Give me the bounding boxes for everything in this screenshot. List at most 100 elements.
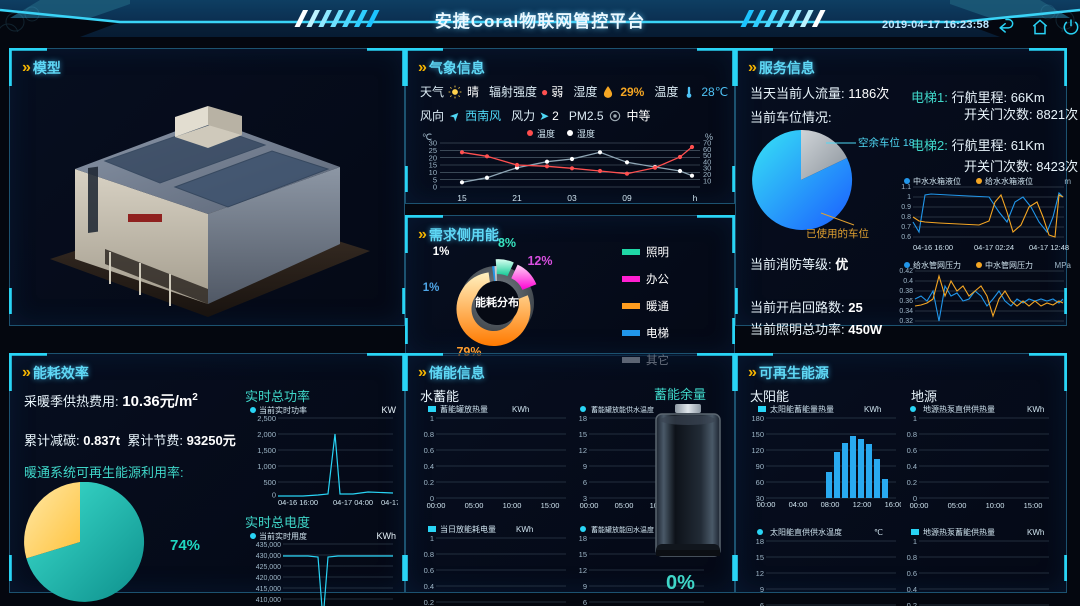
svg-text:0: 0 [433, 183, 437, 192]
svg-text:6: 6 [760, 601, 764, 606]
svg-text:2,000: 2,000 [257, 430, 276, 439]
svg-text:0.6: 0.6 [424, 566, 434, 575]
svg-text:18: 18 [579, 414, 587, 423]
svg-text:15:00: 15:00 [541, 501, 560, 509]
svg-text:0.4: 0.4 [907, 585, 917, 594]
svg-text:给水管网压力: 给水管网压力 [913, 261, 961, 270]
svg-text:150: 150 [751, 430, 764, 439]
svg-text:420,000: 420,000 [256, 575, 281, 582]
svg-text:0.2: 0.2 [424, 598, 434, 606]
svg-text:18: 18 [756, 537, 764, 546]
svg-text:0.42: 0.42 [899, 268, 913, 275]
svg-text:1: 1 [907, 194, 911, 201]
svg-text:425,000: 425,000 [256, 564, 281, 571]
svg-text:0.6: 0.6 [907, 569, 917, 578]
svg-text:04-17 12:48: 04-17 12:48 [1029, 243, 1069, 252]
svg-text:蓄能罐放热量: 蓄能罐放热量 [440, 404, 488, 414]
svg-text:180: 180 [751, 414, 764, 423]
svg-text:15: 15 [579, 430, 587, 439]
svg-text:9: 9 [583, 462, 587, 471]
svg-text:MPa: MPa [1055, 261, 1072, 270]
svg-text:0.32: 0.32 [899, 318, 913, 325]
svg-text:6: 6 [583, 478, 587, 487]
svg-text:1%: 1% [433, 246, 450, 258]
svg-text:04-16 16:00: 04-16 16:00 [278, 498, 318, 507]
svg-text:湿度: 湿度 [577, 129, 595, 139]
svg-text:09: 09 [622, 193, 632, 203]
svg-text:给水水箱液位: 给水水箱液位 [985, 177, 1033, 186]
svg-text:0.2: 0.2 [424, 478, 434, 487]
svg-text:中水水箱液位: 中水水箱液位 [913, 177, 961, 186]
svg-text:KWh: KWh [376, 531, 396, 541]
svg-text:1,000: 1,000 [257, 462, 276, 471]
svg-text:已使用的车位: 已使用的车位 [806, 227, 869, 240]
svg-text:1: 1 [430, 534, 434, 543]
svg-text:温度: 温度 [537, 129, 555, 139]
svg-text:0.8: 0.8 [424, 550, 434, 559]
svg-text:0.4: 0.4 [907, 462, 917, 471]
svg-text:1%: 1% [423, 282, 440, 294]
svg-text:能耗分布: 能耗分布 [475, 295, 519, 309]
svg-text:0.34: 0.34 [899, 308, 913, 315]
svg-text:KWh: KWh [1027, 528, 1044, 537]
svg-text:0.8: 0.8 [907, 430, 917, 439]
svg-text:0.2: 0.2 [907, 478, 917, 487]
svg-text:500: 500 [263, 478, 276, 487]
svg-text:蓄能罐放能供水温度: 蓄能罐放能供水温度 [591, 405, 654, 414]
svg-text:地源热泵蓄能供热量: 地源热泵蓄能供热量 [923, 527, 995, 537]
svg-text:0.2: 0.2 [907, 601, 917, 606]
svg-text:10:00: 10:00 [986, 501, 1005, 509]
svg-text:00:00: 00:00 [580, 501, 599, 509]
svg-text:KWh: KWh [1027, 405, 1044, 414]
svg-text:中水管网压力: 中水管网压力 [985, 261, 1033, 270]
svg-text:2,500: 2,500 [257, 414, 276, 423]
svg-text:0.9: 0.9 [901, 204, 911, 211]
svg-text:9: 9 [583, 582, 587, 591]
svg-text:05:00: 05:00 [948, 501, 967, 509]
svg-text:04-17 04:00: 04-17 04:00 [333, 498, 373, 507]
svg-text:1.1: 1.1 [901, 184, 911, 191]
svg-text:0.8: 0.8 [901, 214, 911, 221]
svg-text:0.6: 0.6 [907, 446, 917, 455]
svg-text:1: 1 [913, 537, 917, 546]
svg-text:430,000: 430,000 [256, 553, 281, 560]
svg-text:410,000: 410,000 [256, 597, 281, 604]
svg-text:10: 10 [703, 176, 711, 185]
svg-text:当日放能耗电量: 当日放能耗电量 [440, 524, 496, 534]
svg-text:15: 15 [579, 550, 587, 559]
svg-text:04-16 16:00: 04-16 16:00 [913, 243, 953, 252]
svg-text:KWh: KWh [512, 405, 529, 414]
svg-text:60: 60 [756, 478, 764, 487]
svg-text:120: 120 [751, 446, 764, 455]
svg-text:0: 0 [272, 491, 276, 500]
svg-text:12: 12 [756, 569, 764, 578]
svg-text:KWh: KWh [516, 525, 533, 534]
svg-text:0.4: 0.4 [903, 278, 913, 285]
svg-text:05:00: 05:00 [615, 501, 634, 509]
svg-text:12: 12 [579, 446, 587, 455]
svg-text:04-17 16: 04-17 16 [381, 498, 398, 507]
svg-text:08:00: 08:00 [821, 500, 840, 509]
svg-text:0.8: 0.8 [424, 430, 434, 439]
svg-text:12:00: 12:00 [853, 500, 872, 509]
svg-text:0.38: 0.38 [899, 288, 913, 295]
svg-text:1: 1 [430, 414, 434, 423]
svg-text:00:00: 00:00 [427, 501, 446, 509]
svg-text:0.6: 0.6 [901, 234, 911, 241]
svg-text:0.8: 0.8 [907, 553, 917, 562]
svg-text:18: 18 [579, 534, 587, 543]
svg-text:05:00: 05:00 [465, 501, 484, 509]
svg-text:15:00: 15:00 [1024, 501, 1043, 509]
svg-text:6: 6 [583, 598, 587, 606]
svg-text:9: 9 [760, 585, 764, 594]
svg-text:0.4: 0.4 [424, 462, 434, 471]
svg-text:1,500: 1,500 [257, 446, 276, 455]
svg-text:90: 90 [756, 462, 764, 471]
svg-text:04:00: 04:00 [789, 500, 808, 509]
svg-text:10:00: 10:00 [503, 501, 522, 509]
svg-text:12%: 12% [527, 254, 552, 268]
svg-text:太阳能蓄能量热量: 太阳能蓄能量热量 [770, 404, 834, 414]
svg-text:地源热泵直供供热量: 地源热泵直供供热量 [923, 404, 995, 414]
svg-text:KW: KW [382, 405, 397, 415]
svg-text:太阳能直供供水温度: 太阳能直供供水温度 [770, 527, 842, 537]
